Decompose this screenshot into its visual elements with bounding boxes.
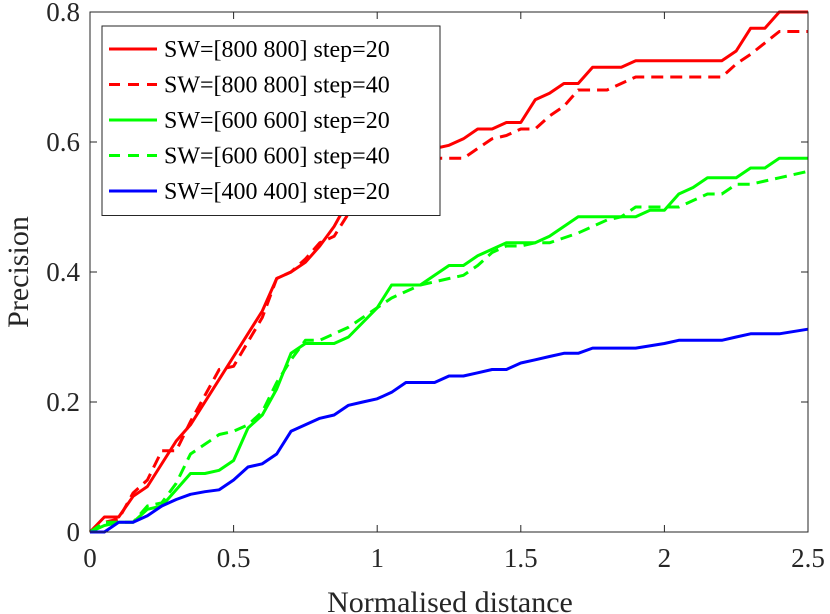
- x-tick-label-4: 2: [658, 543, 672, 573]
- y-tick-label-4: 0.8: [46, 0, 80, 27]
- y-tick-label-1: 0.2: [46, 387, 80, 417]
- legend-box: [101, 25, 441, 216]
- legend: SW=[800 800] step=20 SW=[800 800] step=40…: [101, 25, 441, 216]
- x-axis-title: Normalised distance: [327, 586, 573, 614]
- legend-label-3: SW=[600 600] step=20: [164, 108, 390, 134]
- y-tick-label-2: 0.4: [46, 257, 80, 287]
- x-tick-label-1: 0.5: [217, 543, 251, 573]
- series-line-1: [88, 10, 808, 534]
- y-axis-title: Precision: [2, 216, 35, 328]
- series-line-3: [89, 156, 808, 534]
- axes-layer: 0 0.5 1 1.5 2 2.5 0 0.2 0.4 0.6 0.8: [46, 0, 825, 573]
- x-tick-label-0: 0: [83, 543, 97, 573]
- legend-label-2: SW=[800 800] step=40: [164, 73, 390, 99]
- legend-label-4: SW=[600 600] step=40: [164, 144, 390, 170]
- x-tick-label-2: 1: [370, 543, 384, 573]
- x-tick-label-3: 1.5: [504, 543, 538, 573]
- y-tick-label-0: 0: [67, 517, 81, 547]
- x-tick-label-5: 2.5: [791, 543, 825, 573]
- y-tick-label-3: 0.6: [46, 127, 80, 157]
- legend-label-5: SW=[400 400] step=20: [164, 179, 390, 205]
- series-line-4: [89, 169, 809, 534]
- legend-label-1: SW=[800 800] step=20: [164, 37, 390, 63]
- series-line-5: [90, 327, 809, 534]
